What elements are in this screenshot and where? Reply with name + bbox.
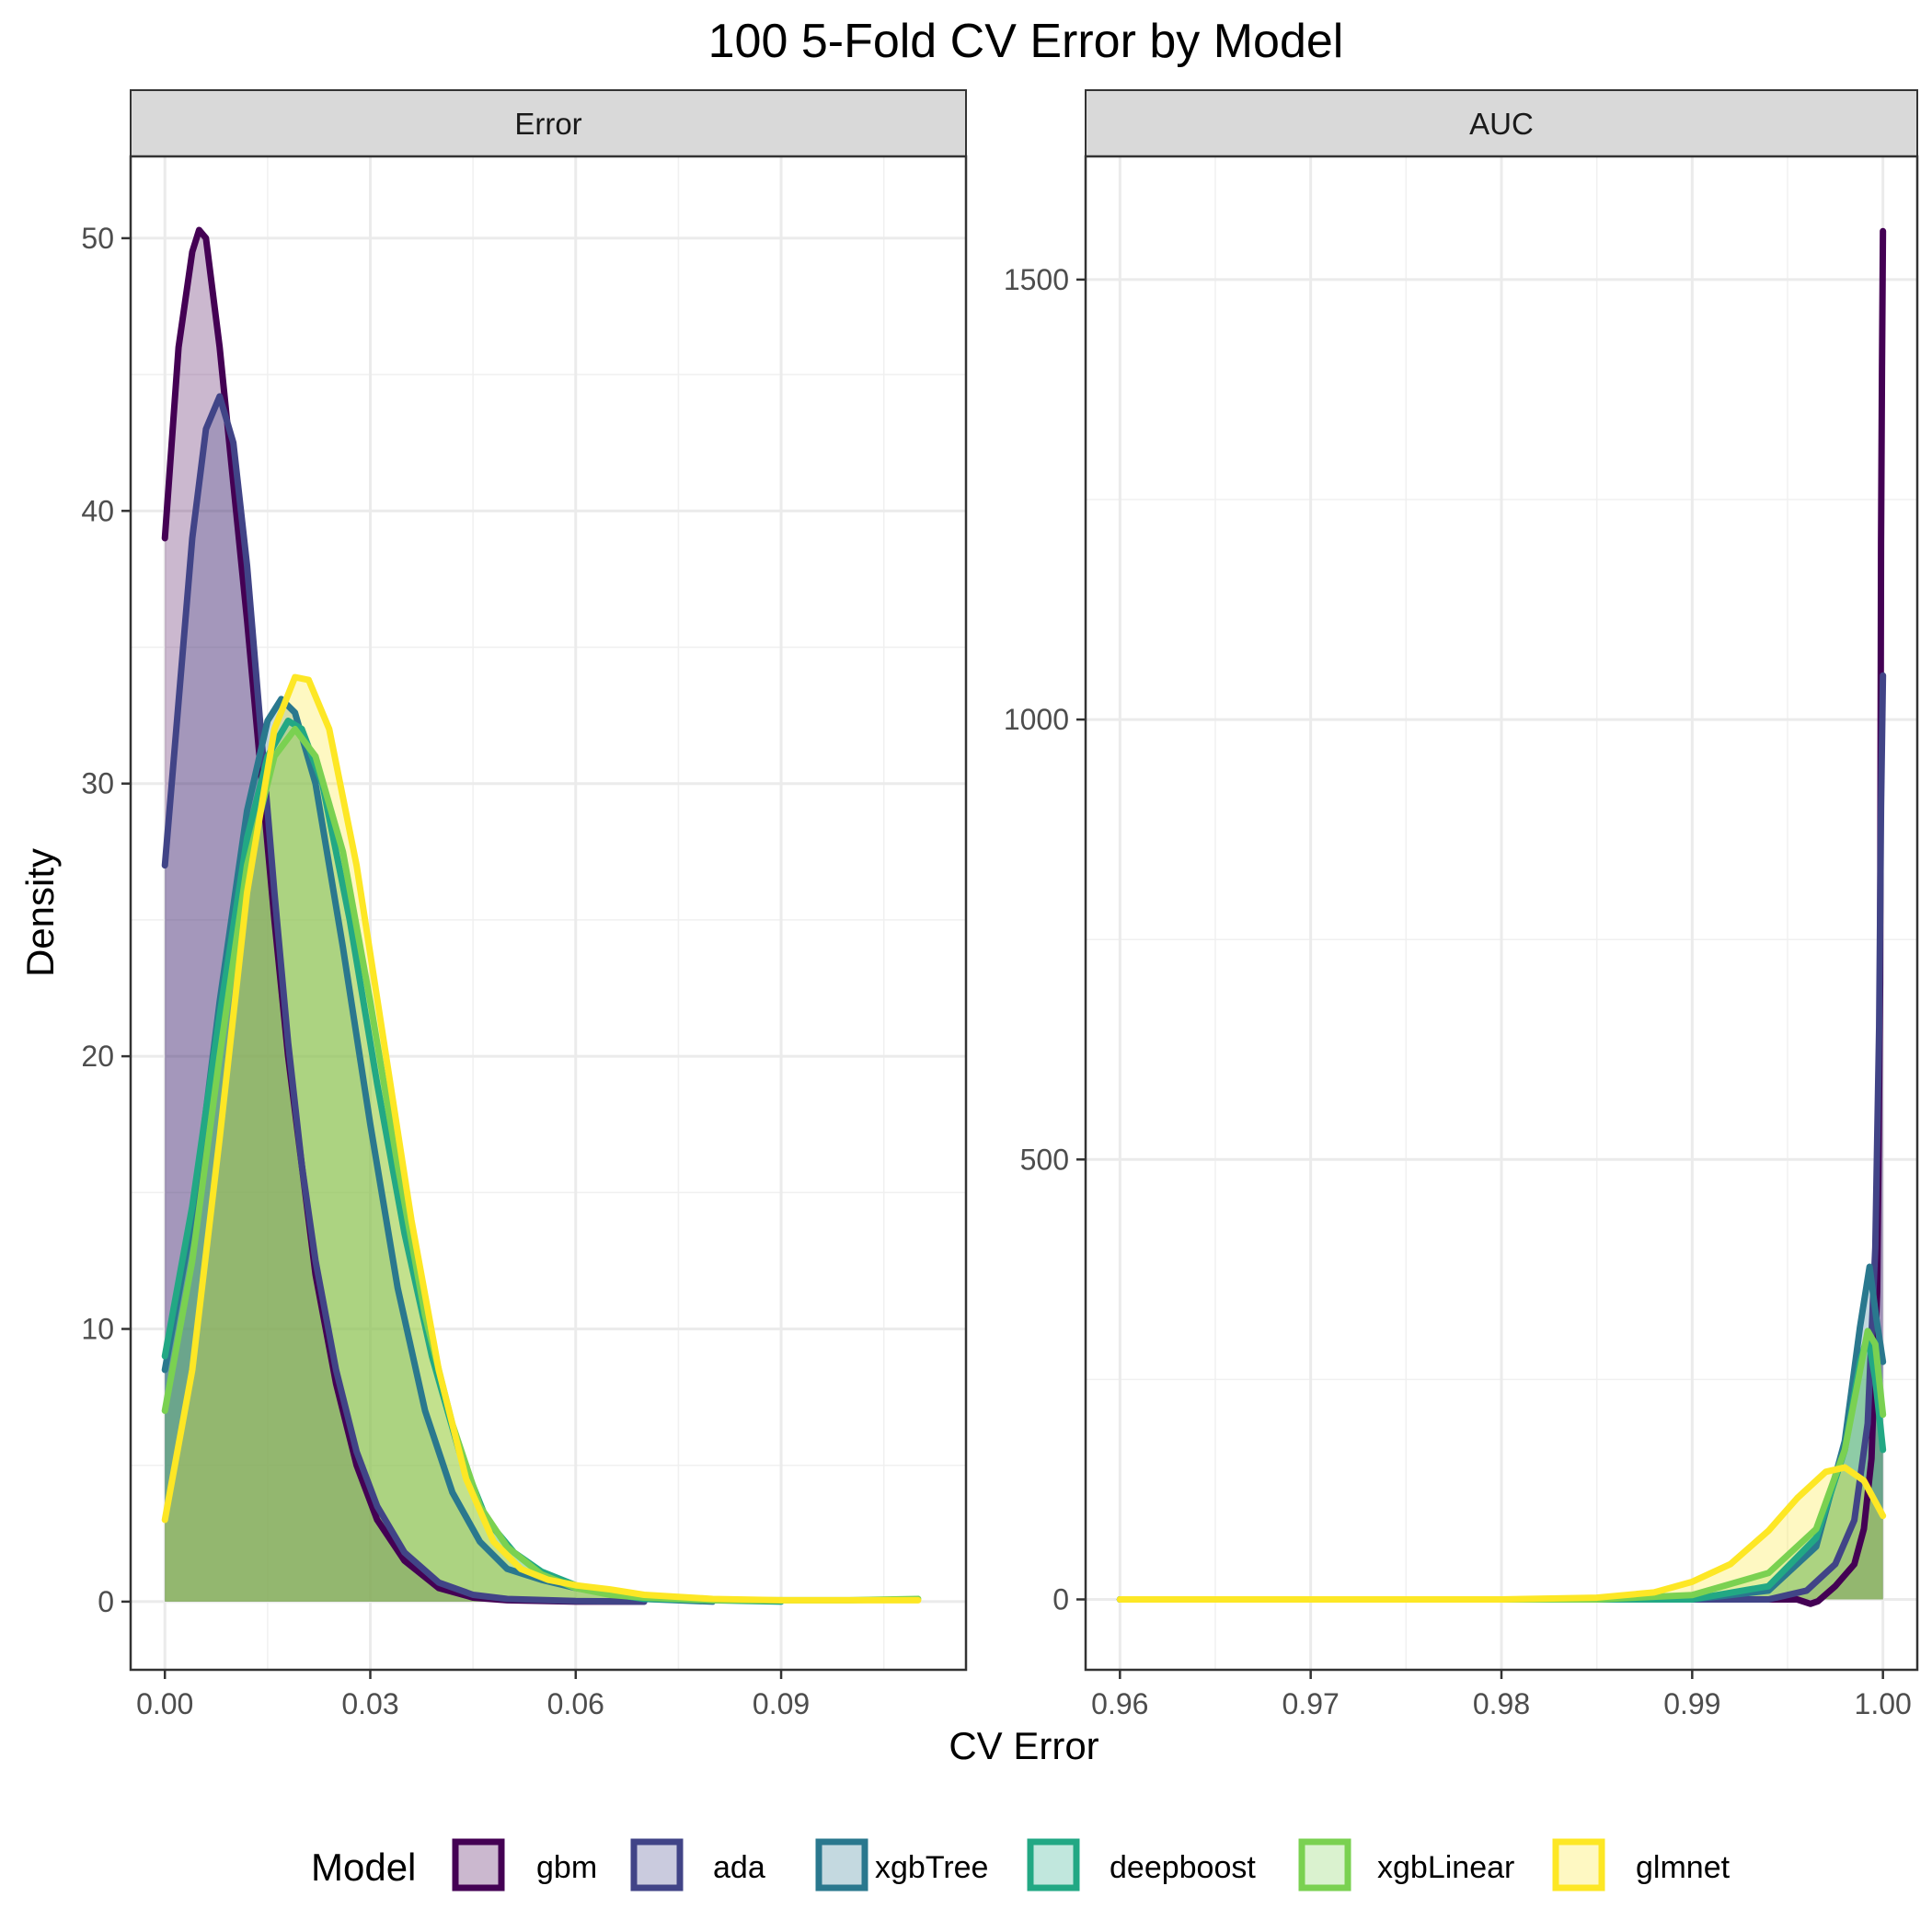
plot-area bbox=[131, 156, 966, 1670]
y-tick-label: 20 bbox=[81, 1040, 114, 1073]
gridlines bbox=[131, 156, 966, 1670]
density-line-ada bbox=[1116, 672, 1887, 1603]
density-line-ada bbox=[161, 393, 648, 1605]
plot-border bbox=[129, 155, 968, 1672]
density-area-glmnet bbox=[1120, 1467, 1883, 1600]
y-tick-label: 500 bbox=[1020, 1143, 1069, 1176]
x-tick-label: 0.96 bbox=[1091, 1687, 1148, 1720]
y-tick-label: 0 bbox=[1052, 1582, 1069, 1616]
legend-key-bg bbox=[814, 1837, 869, 1892]
density-curves bbox=[1116, 227, 1887, 1607]
density-area-ada bbox=[165, 396, 645, 1602]
legend-label-xgbLinear: xgbLinear bbox=[1377, 1850, 1514, 1885]
legend-label-gbm: gbm bbox=[536, 1850, 597, 1885]
y-tick-label: 1500 bbox=[1004, 263, 1069, 296]
y-tick-label: 40 bbox=[81, 494, 114, 527]
legend: Model gbm ada xgbTree deepboost xgbLinear glm… bbox=[311, 1837, 1731, 1892]
x-tick-label: 1.00 bbox=[1855, 1687, 1912, 1720]
panel-error: Error 0.00 0.03 0.06 0.09 0 10 20 30 40 50 bbox=[81, 89, 968, 1720]
y-tick-label: 0 bbox=[98, 1585, 114, 1618]
chart-title: 100 5-Fold CV Error by Model bbox=[708, 15, 1344, 68]
x-tick-label: 0.97 bbox=[1282, 1687, 1340, 1720]
legend-key-bg bbox=[1551, 1837, 1606, 1892]
x-tick-label: 0.09 bbox=[753, 1687, 810, 1720]
y-axis-title: Density bbox=[18, 848, 62, 977]
density-curves bbox=[161, 226, 922, 1605]
density-area-xgbTree bbox=[1120, 1266, 1883, 1600]
x-tick-label: 0.03 bbox=[341, 1687, 398, 1720]
x-axis-title: CV Error bbox=[949, 1724, 1098, 1767]
axes: 0.00 0.03 0.06 0.09 0 10 20 30 40 50 bbox=[81, 222, 810, 1720]
x-tick-label: 0.98 bbox=[1473, 1687, 1530, 1720]
series-group bbox=[1116, 227, 1887, 1607]
legend-label-deepboost: deepboost bbox=[1110, 1850, 1256, 1885]
legend-title: Model bbox=[311, 1846, 416, 1889]
strip-label-auc: AUC bbox=[1469, 107, 1534, 141]
legend-swatch-ada bbox=[630, 1838, 684, 1892]
y-tick-label: 10 bbox=[81, 1313, 114, 1346]
density-line-gbm bbox=[1116, 227, 1887, 1607]
x-tick-label: 0.06 bbox=[547, 1687, 604, 1720]
strip-label-error: Error bbox=[514, 107, 581, 141]
legend-swatch-gbm bbox=[452, 1838, 505, 1892]
density-area-xgbTree bbox=[165, 698, 713, 1602]
x-tick-label: 0.99 bbox=[1663, 1687, 1720, 1720]
legend-key-bg bbox=[1026, 1837, 1081, 1892]
legend-key-bg bbox=[629, 1837, 684, 1892]
legend-swatch-xgbTree bbox=[815, 1838, 868, 1892]
panel-auc: AUC 0.96 0.97 0.98 0.99 1.00 0 500 1000 1500 bbox=[1004, 89, 1919, 1720]
strip-background bbox=[130, 89, 967, 157]
y-tick-label: 30 bbox=[81, 767, 114, 800]
density-area-deepboost bbox=[1120, 1335, 1883, 1600]
legend-label-ada: ada bbox=[713, 1850, 765, 1885]
legend-label-glmnet: glmnet bbox=[1636, 1850, 1731, 1885]
density-line-glmnet bbox=[161, 673, 922, 1604]
axes: 0.96 0.97 0.98 0.99 1.00 0 500 1000 1500 bbox=[1004, 263, 1912, 1720]
density-area-gbm bbox=[165, 230, 645, 1602]
y-tick-label: 1000 bbox=[1004, 703, 1069, 736]
y-tick-label: 50 bbox=[81, 222, 114, 255]
density-line-xgbLinear bbox=[1116, 1328, 1887, 1603]
series-group bbox=[161, 226, 922, 1605]
legend-key-bg bbox=[1297, 1837, 1352, 1892]
legend-swatch-deepboost bbox=[1027, 1838, 1080, 1892]
legend-label-xgbTree: xgbTree bbox=[875, 1850, 988, 1885]
legend-swatch-glmnet bbox=[1552, 1838, 1605, 1892]
density-area-xgbLinear bbox=[1120, 1330, 1883, 1600]
x-tick-label: 0.00 bbox=[136, 1687, 193, 1720]
density-line-glmnet bbox=[1116, 1464, 1887, 1603]
density-area-deepboost bbox=[165, 720, 782, 1602]
strip-background bbox=[1085, 89, 1918, 157]
legend-swatch-xgbLinear bbox=[1298, 1838, 1351, 1892]
legend-key-bg bbox=[451, 1837, 506, 1892]
